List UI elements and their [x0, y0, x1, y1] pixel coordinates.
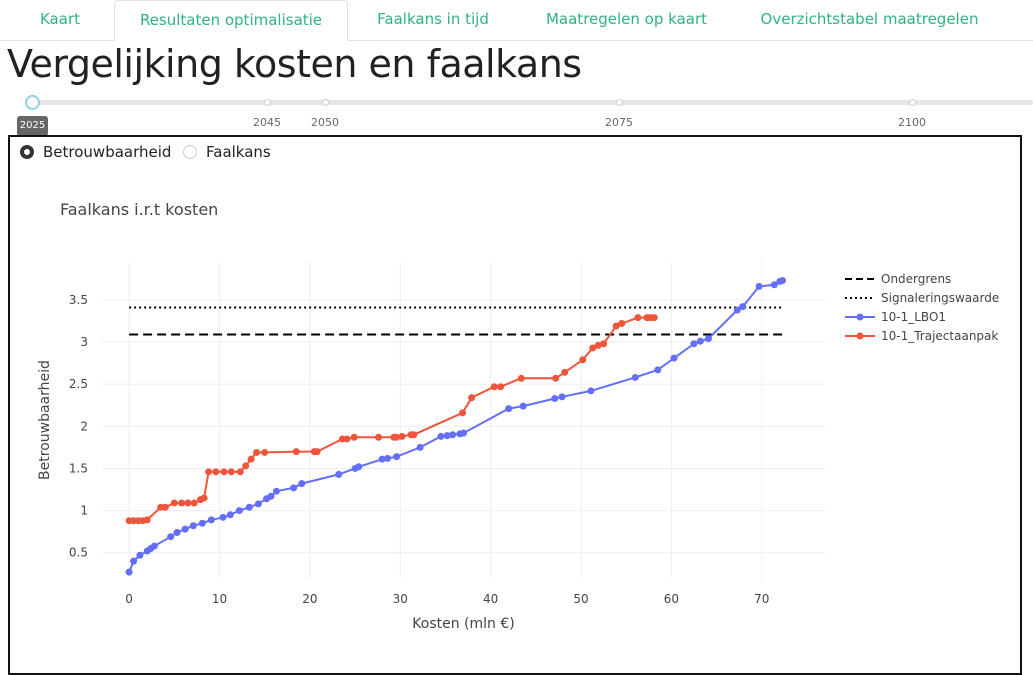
- tab-bar: Kaart Resultaten optimalisatie Faalkans …: [0, 0, 1033, 41]
- slider-mark-2075[interactable]: [616, 99, 623, 106]
- radio-label-betrouwbaarheid[interactable]: Betrouwbaarheid: [43, 143, 172, 161]
- slider-label-2045: 2045: [253, 116, 281, 129]
- tab-resultaten-optimalisatie[interactable]: Resultaten optimalisatie: [114, 0, 348, 41]
- tab-maatregelen-op-kaart[interactable]: Maatregelen op kaart: [545, 10, 707, 28]
- tab-faalkans-in-tijd[interactable]: Faalkans in tijd: [377, 10, 489, 28]
- tab-kaart[interactable]: Kaart: [39, 10, 80, 28]
- slider-mark-2100[interactable]: [909, 99, 916, 106]
- slider-label-2050: 2050: [311, 116, 339, 129]
- slider-mark-2045[interactable]: [264, 99, 271, 106]
- radio-faalkans[interactable]: [183, 145, 197, 159]
- page-title: Vergelijking kosten en faalkans: [7, 42, 582, 86]
- tab-overzichtstabel-maatregelen[interactable]: Overzichtstabel maatregelen: [760, 10, 979, 28]
- year-slider-track[interactable]: [32, 100, 1033, 105]
- slider-label-2100: 2100: [898, 116, 926, 129]
- slider-value-tooltip: 2025: [17, 116, 48, 136]
- slider-label-2075: 2075: [605, 116, 633, 129]
- radio-label-faalkans[interactable]: Faalkans: [206, 143, 271, 161]
- slider-mark-2050[interactable]: [322, 99, 329, 106]
- chart-panel: [8, 135, 1022, 675]
- radio-betrouwbaarheid[interactable]: [20, 145, 34, 159]
- year-slider-handle[interactable]: [25, 95, 40, 110]
